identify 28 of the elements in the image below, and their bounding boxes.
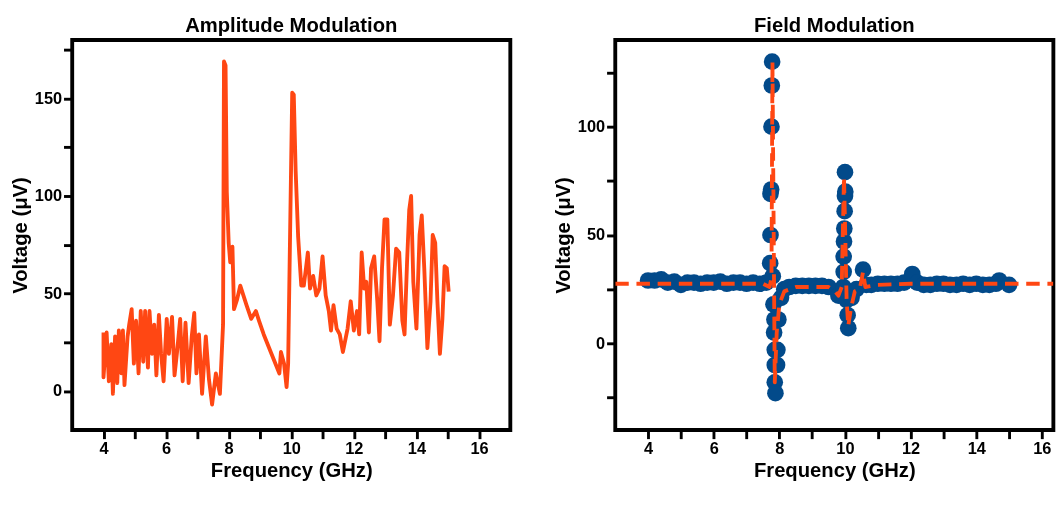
x-tick-label: 14 [967,438,987,457]
x-tick-label: 16 [1033,438,1052,457]
x-tick-label: 10 [836,438,855,457]
x-tick-label: 12 [345,438,364,457]
x-tick-label: 6 [709,438,719,457]
chart-title: Field Modulation [754,14,915,37]
x-tick-label: 8 [224,438,234,457]
y-tick-label: 100 [577,116,606,135]
x-axis-title: Frequency (GHz) [753,458,916,481]
y-tick-label: 100 [34,186,63,205]
x-tick-label: 4 [99,438,110,457]
y-axis-title: Voltage (μV) [9,177,32,294]
x-axis-title: Frequency (GHz) [210,458,373,481]
y-tick-label: 0 [596,333,606,352]
x-tick-label: 12 [902,438,921,457]
x-tick-label: 8 [775,438,785,457]
x-tick-label: 16 [470,438,489,457]
chart-title: Amplitude Modulation [185,14,398,37]
y-tick-label: 50 [43,283,63,302]
x-tick-label: 4 [644,438,655,457]
y-tick-label: 0 [53,381,63,400]
y-tick-label: 150 [34,88,63,107]
x-tick-label: 10 [282,438,301,457]
line-series [101,59,451,407]
y-tick-label: 50 [586,225,606,244]
x-tick-label: 6 [162,438,172,457]
x-tick-label: 14 [407,438,427,457]
y-axis-title: Voltage (μV) [552,177,575,294]
